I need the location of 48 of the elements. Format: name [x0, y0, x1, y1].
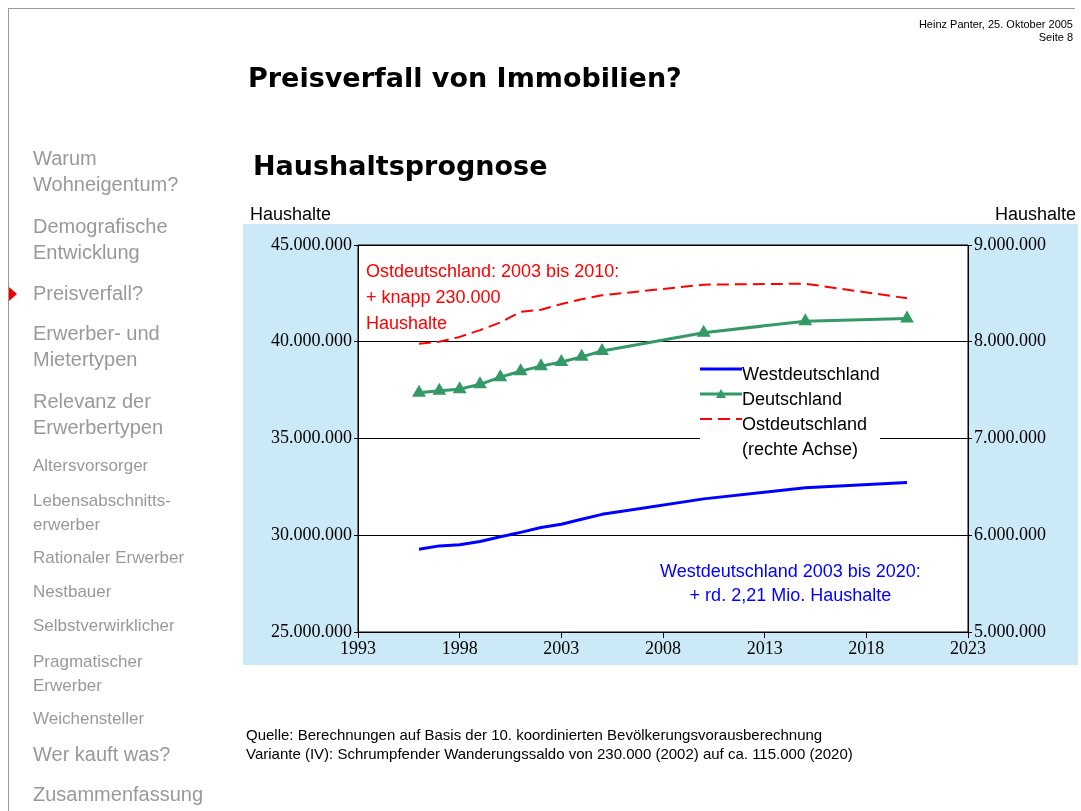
y2-tick-label: 8.000.000: [974, 330, 1046, 351]
text: Relevanz der Erwerbertypen: [33, 389, 165, 440]
annotation: Westdeutschland 2003 bis 2020: + rd. 2,21 Mio. Haushalte: [660, 560, 921, 607]
text: Weichensteller: [33, 709, 145, 729]
text: Altersvorsorger: [33, 456, 149, 476]
y-axis-title: Haushalte: [250, 204, 332, 225]
text: Heinz Panter, 25. Oktober 2005: [918, 18, 1073, 30]
x-tick-label: 2008: [645, 637, 681, 658]
y2-tick-label: 6.000.000: [974, 523, 1046, 544]
point: [514, 364, 527, 376]
y2-tick-label: 9.000.000: [974, 233, 1046, 254]
point: [799, 314, 812, 326]
text: Pragmatischer Erwerber: [33, 651, 144, 697]
chart-subtitle: Haushaltsprognose: [253, 150, 548, 181]
y-tick-label: 35.000.000: [271, 427, 352, 448]
text: Rationaler Erwerber: [33, 548, 185, 568]
text: Nestbauer: [33, 582, 112, 602]
text: Wer kauft was?: [33, 743, 171, 766]
point: [474, 377, 486, 389]
point: [453, 382, 466, 394]
text: Erwerber- und Mietertypen: [33, 321, 161, 372]
y-tick-label: 45.000.000: [271, 233, 352, 254]
legend-label: Deutschland: [742, 388, 843, 411]
y-tick-label: 30.000.000: [271, 523, 352, 544]
x-tick-label: 2013: [746, 637, 783, 658]
point: [555, 355, 568, 367]
annotation: Ostdeutschland: 2003 bis 2010: + knapp 230.000 Haushalte: [366, 260, 620, 335]
point: [413, 386, 425, 397]
text: Zusammenfassung: [33, 783, 204, 806]
point: [596, 344, 608, 356]
y-tick-label: 40.000.000: [271, 330, 352, 351]
y2-tick-label: 7.000.000: [974, 427, 1046, 448]
x-tick-label: 1998: [441, 637, 478, 658]
text: Lebensabschnitts-erwerber: [33, 490, 172, 536]
x-tick-label: 2003: [543, 637, 580, 658]
legend-label: Westdeutschland: [742, 363, 880, 386]
text: Preisverfall?: [33, 282, 144, 305]
chart-title: Preisverfall von Immobilien?: [248, 62, 682, 93]
text: Seite 8: [1038, 31, 1073, 43]
source-note: Quelle: Berechnungen auf Basis der 10. koordinierten Bevölkerungsvorausberechnung Variante (IV): Schrumpfender Wanderungssaldo von 230.000 (2002) auf ca. 115.000 (2020): [246, 725, 853, 763]
y2-axis-title: Haushalte: [994, 204, 1076, 225]
x-tick-label: 2018: [848, 637, 885, 658]
text: Selbstverwirklicher: [33, 616, 175, 636]
text: Demografische Entwicklung: [33, 214, 169, 265]
point: [535, 359, 547, 371]
point: [494, 370, 507, 382]
legend-label: Ostdeutschland (rechte Achse): [742, 413, 868, 461]
text: Warum Wohneigentum?: [33, 146, 180, 197]
